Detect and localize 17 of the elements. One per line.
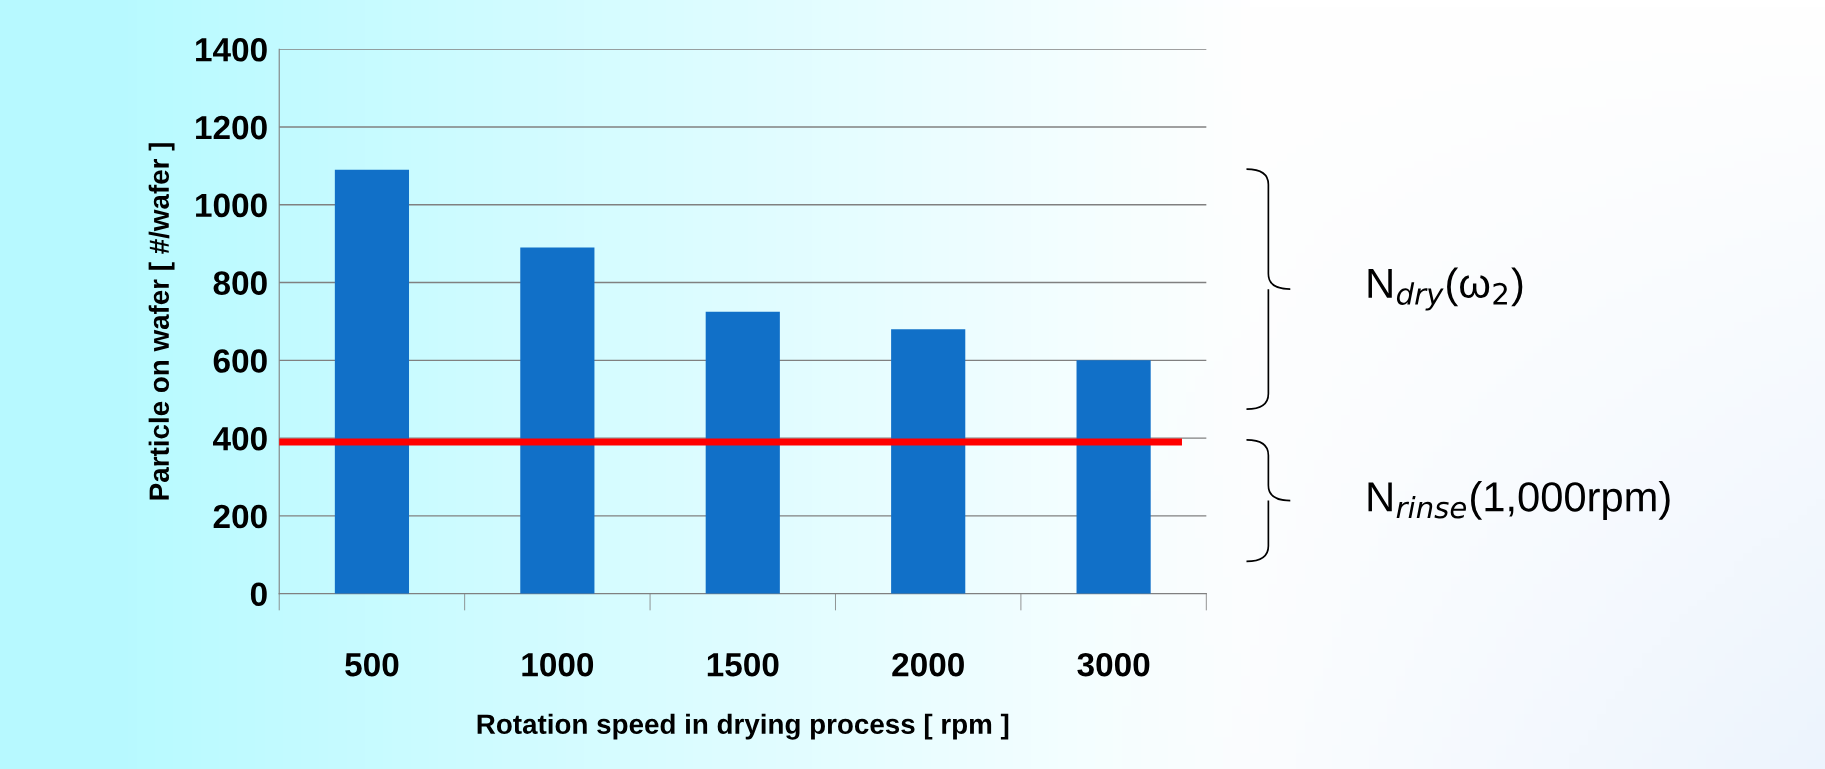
x-tick-label: 500: [345, 652, 399, 677]
y-tick-label: 0: [250, 582, 267, 607]
y-tick-label: 1200: [196, 115, 267, 140]
x-tick-label: 1500: [707, 652, 779, 677]
y-tick-label: 1000: [196, 193, 267, 218]
x-axis-title: Rotation speed in drying process [ rpm ]: [477, 713, 1009, 740]
text: N$_{rinse}$(1,000rpm): [1368, 481, 1670, 520]
x-tick-label: 3000: [1077, 652, 1150, 677]
y-tick-label: 600: [213, 349, 267, 373]
y-tick-label: 800: [213, 271, 267, 295]
y-axis-title: Particle on wafer [ #/wafer ]: [148, 143, 175, 500]
text: N$_{dry}$(ω$_{2}$): [1368, 267, 1523, 311]
y-tick-label: 200: [213, 504, 267, 529]
y-tick-label: 400: [213, 426, 267, 451]
x-tick-label: 1000: [522, 652, 594, 677]
y-tick-label: 1400: [196, 38, 267, 62]
x-tick-label: 2000: [892, 652, 964, 677]
